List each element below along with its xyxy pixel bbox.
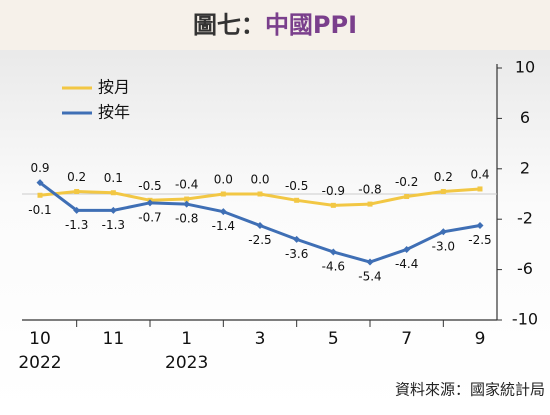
value-label: -0.1 [28, 203, 51, 217]
value-label: 0.1 [104, 171, 123, 185]
marker [294, 197, 300, 203]
title-band [0, 0, 550, 50]
chart-title: 圖七：中國PPI [193, 11, 357, 39]
y-tick-label: 10 [515, 58, 535, 77]
value-label: -1.3 [65, 218, 88, 232]
marker [329, 248, 337, 256]
title-prefix: 圖七： [193, 11, 265, 39]
x-tick-label: 3 [255, 329, 266, 349]
x-tick-label: 11 [103, 329, 125, 349]
marker [256, 222, 264, 229]
x-year-label: 2023 [165, 353, 208, 373]
x-tick-label: 10 [29, 329, 51, 349]
marker [330, 202, 336, 208]
marker [404, 194, 410, 200]
value-label: -0.4 [175, 178, 198, 192]
y-tick-label: 2 [520, 158, 530, 177]
value-label: 0.4 [470, 167, 489, 181]
title-main: 中國PPI [265, 11, 357, 39]
value-label: 0.0 [214, 173, 233, 187]
value-label: 0.9 [30, 161, 49, 175]
value-label: 0.2 [67, 170, 86, 184]
legend-label: 按年 [98, 103, 130, 122]
value-label: -0.5 [285, 179, 308, 193]
value-label: -5.4 [358, 270, 381, 284]
x-tick-label: 5 [328, 329, 339, 349]
x-year-label: 2022 [18, 353, 61, 373]
value-label: -1.4 [212, 219, 235, 233]
marker [110, 190, 116, 196]
value-label: -2.5 [468, 233, 491, 247]
marker [366, 258, 374, 266]
marker [74, 188, 80, 194]
value-label: -0.8 [175, 212, 198, 226]
marker [183, 200, 191, 208]
marker [476, 222, 484, 229]
marker [257, 191, 263, 197]
marker [220, 191, 226, 197]
y-tick-label: -2 [517, 209, 533, 228]
source: 資料來源：國家統計局 [395, 381, 545, 399]
value-label: -0.7 [138, 210, 161, 224]
x-tick-label: 1 [181, 329, 192, 349]
x-tick-label: 7 [401, 329, 412, 349]
y-tick-label: -6 [517, 259, 533, 278]
marker [36, 179, 44, 187]
legend-label: 按月 [98, 78, 130, 97]
value-label: -3.0 [432, 239, 455, 253]
marker [439, 228, 447, 236]
x-tick-label: 9 [475, 329, 486, 349]
marker [367, 201, 373, 207]
value-label: -2.5 [248, 233, 271, 247]
marker [146, 199, 154, 207]
marker [293, 235, 301, 243]
value-label: -4.4 [395, 257, 418, 271]
marker [440, 188, 446, 194]
marker [109, 206, 117, 214]
y-tick-label: -10 [512, 310, 538, 329]
marker [73, 206, 81, 214]
marker [184, 196, 190, 202]
y-tick-label: 6 [520, 108, 530, 127]
marker [403, 245, 411, 253]
value-label: -0.5 [138, 179, 161, 193]
value-label: -0.8 [358, 183, 381, 197]
value-label: -0.2 [395, 175, 418, 189]
value-label: -3.6 [285, 247, 308, 261]
marker [477, 186, 483, 192]
marker [37, 192, 43, 198]
value-label: -0.9 [322, 184, 345, 198]
value-label: 0.2 [434, 170, 453, 184]
value-label: -4.6 [322, 259, 345, 273]
value-label: -1.3 [102, 218, 125, 232]
value-label: 0.0 [250, 173, 269, 187]
marker [219, 208, 227, 216]
